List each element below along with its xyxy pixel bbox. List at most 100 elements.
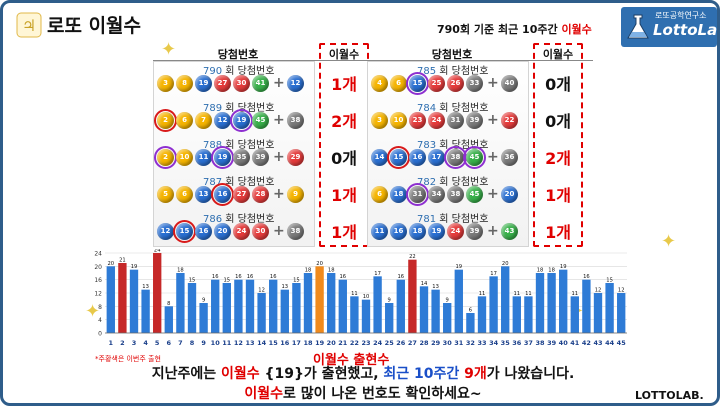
badge-subtitle: 로또공학연구소 bbox=[655, 11, 707, 20]
lotto-ball: 27 bbox=[233, 186, 250, 203]
brand-footer: LOTTOLAB. bbox=[635, 389, 704, 402]
badge-title: LottoLab. bbox=[653, 21, 718, 39]
plus-sign: + bbox=[487, 223, 499, 239]
bar-value-label: 19 bbox=[560, 264, 567, 270]
bar bbox=[269, 279, 278, 333]
draw-round-suffix: 회 당첨번호 bbox=[222, 214, 275, 225]
lotto-ball: 30 bbox=[252, 223, 269, 240]
lotto-ball: 16 bbox=[211, 183, 234, 206]
draw-round-label: 788 회 당첨번호 bbox=[203, 136, 274, 151]
x-tick-label: 11 bbox=[222, 339, 232, 347]
lotto-ball: 15 bbox=[173, 220, 196, 243]
bonus-ball: 38 bbox=[287, 112, 304, 129]
lotto-ball: 8 bbox=[176, 75, 193, 92]
draw-round-suffix: 회 당첨번호 bbox=[222, 103, 275, 114]
x-tick-label: 4 bbox=[143, 339, 148, 347]
lotto-ball: 31 bbox=[447, 112, 464, 129]
bar-value-label: 10 bbox=[363, 294, 370, 300]
flask-icon bbox=[627, 14, 649, 39]
bar-value-label: 13 bbox=[142, 284, 149, 290]
x-tick-label: 22 bbox=[350, 339, 359, 347]
lotto-ball: 16 bbox=[409, 149, 426, 166]
bar-value-label: 15 bbox=[189, 278, 196, 284]
bar-value-label: 8 bbox=[167, 301, 170, 307]
bar bbox=[303, 273, 313, 333]
bar-value-label: 20 bbox=[502, 261, 509, 267]
plus-sign: + bbox=[273, 223, 285, 239]
bar-value-label: 17 bbox=[374, 271, 381, 277]
y-tick-label: 8 bbox=[98, 304, 102, 311]
draw-round-suffix: 회 당첨번호 bbox=[436, 140, 489, 151]
bar-value-label: 15 bbox=[223, 278, 230, 284]
right-count-header: 이월수 bbox=[542, 48, 574, 61]
carryover-count: 0개 bbox=[545, 112, 571, 131]
bonus-ball: 9 bbox=[287, 186, 304, 203]
y-tick-label: 24 bbox=[94, 251, 102, 258]
lotto-ball: 6 bbox=[390, 75, 407, 92]
bar-value-label: 12 bbox=[618, 288, 625, 294]
lotto-ball: 38 bbox=[447, 186, 464, 203]
x-tick-label: 27 bbox=[408, 339, 417, 347]
x-tick-label: 36 bbox=[512, 339, 522, 347]
carryover-count: 0개 bbox=[545, 75, 571, 94]
bar bbox=[118, 263, 127, 333]
lotto-ball: 34 bbox=[428, 186, 445, 203]
lotto-ball: 12 bbox=[214, 112, 231, 129]
plus-sign: + bbox=[487, 149, 499, 165]
draw-round-label: 789 회 당첨번호 bbox=[203, 99, 274, 114]
bar bbox=[477, 296, 487, 333]
bar-value-label: 12 bbox=[258, 288, 265, 294]
bar bbox=[245, 279, 255, 333]
x-tick-label: 21 bbox=[338, 339, 348, 347]
carryover-count: 1개 bbox=[545, 223, 571, 242]
x-tick-label: 25 bbox=[385, 339, 395, 347]
summary-text: {19}가 출현했고, bbox=[259, 366, 384, 382]
lotto-ball: 18 bbox=[409, 223, 426, 240]
bar bbox=[141, 289, 150, 333]
bar bbox=[187, 283, 197, 333]
carryover-count: 1개 bbox=[545, 186, 571, 205]
lotto-ball: 14 bbox=[371, 149, 388, 166]
x-tick-label: 43 bbox=[593, 339, 602, 347]
bar bbox=[489, 276, 498, 333]
x-tick-label: 37 bbox=[524, 339, 533, 347]
bar bbox=[373, 276, 382, 333]
lotto-ball: 2 bbox=[154, 109, 177, 132]
x-tick-label: 14 bbox=[257, 339, 267, 347]
svg-text:♃: ♃ bbox=[22, 16, 36, 35]
bar bbox=[153, 253, 162, 333]
plus-sign: + bbox=[273, 112, 285, 128]
lotto-ball: 19 bbox=[195, 75, 212, 92]
carryover-count: 1개 bbox=[331, 186, 357, 205]
draw-round-label: 785 회 당첨번호 bbox=[417, 62, 488, 77]
bar bbox=[512, 296, 521, 333]
chart-caption: 이월수 출현수 bbox=[313, 353, 390, 368]
x-tick-label: 44 bbox=[605, 339, 615, 347]
bar bbox=[338, 279, 347, 333]
bar bbox=[466, 313, 475, 333]
lotto-ball: 38 bbox=[444, 146, 467, 169]
bonus-ball: 22 bbox=[501, 112, 518, 129]
draw-round-number: 783 bbox=[417, 140, 437, 151]
x-tick-label: 30 bbox=[443, 339, 453, 347]
x-tick-label: 33 bbox=[477, 339, 486, 347]
x-tick-label: 38 bbox=[535, 339, 545, 347]
lotto-ball: 3 bbox=[371, 112, 388, 129]
bar-value-label: 9 bbox=[202, 298, 205, 304]
lotto-ball: 19 bbox=[211, 146, 234, 169]
bar-value-label: 16 bbox=[212, 274, 219, 280]
summary-highlight: 9개 bbox=[464, 366, 487, 382]
x-tick-label: 13 bbox=[245, 339, 254, 347]
bar bbox=[396, 279, 405, 333]
bar bbox=[129, 269, 139, 333]
carryover-count: 2개 bbox=[331, 112, 357, 131]
draw-round-label: 782 회 당첨번호 bbox=[417, 173, 488, 188]
bar bbox=[361, 299, 371, 333]
base-note-text: 790회 기준 최근 10주간 bbox=[437, 23, 562, 36]
bar-value-label: 16 bbox=[397, 274, 404, 280]
bar bbox=[605, 283, 614, 333]
bonus-ball: 12 bbox=[287, 75, 304, 92]
bar bbox=[570, 296, 579, 333]
lotto-ball: 39 bbox=[466, 112, 483, 129]
star-icon: ✦ bbox=[161, 39, 177, 60]
